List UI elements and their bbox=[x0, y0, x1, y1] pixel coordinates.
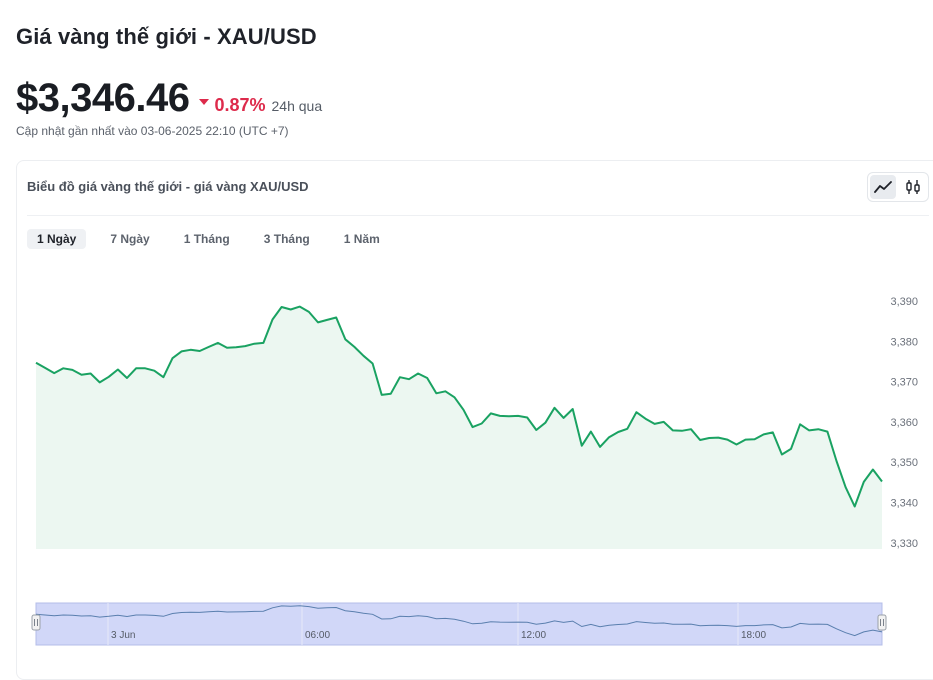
line-chart-button[interactable] bbox=[870, 175, 896, 199]
chart-view-toggle bbox=[867, 172, 929, 202]
navigator-label: 3 Jun bbox=[111, 630, 135, 641]
tab-1-year[interactable]: 1 Năm bbox=[343, 232, 380, 246]
range-tabs: 1 Ngày 7 Ngày 1 Tháng 3 Tháng 1 Năm bbox=[27, 229, 404, 249]
page-title: Giá vàng thế giới - XAU/USD bbox=[16, 24, 317, 49]
price-line bbox=[35, 305, 883, 508]
handle-grip[interactable] bbox=[877, 614, 887, 631]
price-area-fill bbox=[36, 306, 882, 549]
chart-card-title: Biểu đồ giá vàng thế giới - giá vàng XAU… bbox=[27, 179, 309, 194]
range-navigator[interactable]: 3 Jun 06:00 12:00 18:00 bbox=[31, 602, 887, 646]
y-tick-label: 3,390 bbox=[890, 296, 918, 308]
price-chart: 3,330 3,340 3,350 3,360 3,370 3,380 3,390 3 Ju… bbox=[31, 296, 918, 646]
card-divider bbox=[27, 215, 929, 216]
change-percent: 0.87% bbox=[214, 95, 266, 115]
y-axis: 3,330 3,340 3,350 3,360 3,370 3,380 3,390 bbox=[890, 296, 918, 550]
navigator-right-handle[interactable] bbox=[877, 614, 887, 631]
tab-3-months[interactable]: 3 Tháng bbox=[263, 232, 310, 246]
y-tick-label: 3,380 bbox=[890, 336, 918, 348]
candlestick-icon bbox=[906, 180, 920, 194]
price-summary: $3,346.46 0.87% 24h qua bbox=[16, 76, 322, 121]
navigator-label: 06:00 bbox=[305, 630, 330, 641]
last-updated: Cập nhật gần nhất vào 03-06-2025 22:10 (… bbox=[16, 124, 289, 138]
candlestick-button[interactable] bbox=[900, 175, 926, 199]
navigator-labels: 3 Jun 06:00 12:00 18:00 bbox=[111, 630, 766, 641]
y-tick-label: 3,350 bbox=[890, 457, 918, 469]
navigator-selection[interactable] bbox=[35, 602, 883, 646]
navigator-left-handle[interactable] bbox=[31, 614, 41, 631]
navigator-label: 12:00 bbox=[521, 630, 546, 641]
navigator-label: 18:00 bbox=[741, 630, 766, 641]
navigator-line bbox=[35, 605, 883, 637]
tab-1-day[interactable]: 1 Ngày bbox=[27, 229, 87, 249]
tab-7-days[interactable]: 7 Ngày bbox=[110, 232, 150, 246]
y-tick-label: 3,370 bbox=[890, 377, 918, 389]
navigator-gridlines bbox=[107, 603, 739, 645]
y-tick-label: 3,360 bbox=[890, 417, 918, 429]
current-price: $3,346.46 bbox=[16, 76, 190, 120]
handle-grip[interactable] bbox=[31, 614, 41, 631]
line-chart-icon bbox=[874, 181, 892, 193]
tab-1-month[interactable]: 1 Tháng bbox=[183, 232, 230, 246]
change-period: 24h qua bbox=[271, 98, 323, 114]
y-tick-label: 3,330 bbox=[890, 538, 918, 550]
down-arrow-icon bbox=[199, 99, 210, 105]
y-tick-label: 3,340 bbox=[890, 498, 918, 510]
